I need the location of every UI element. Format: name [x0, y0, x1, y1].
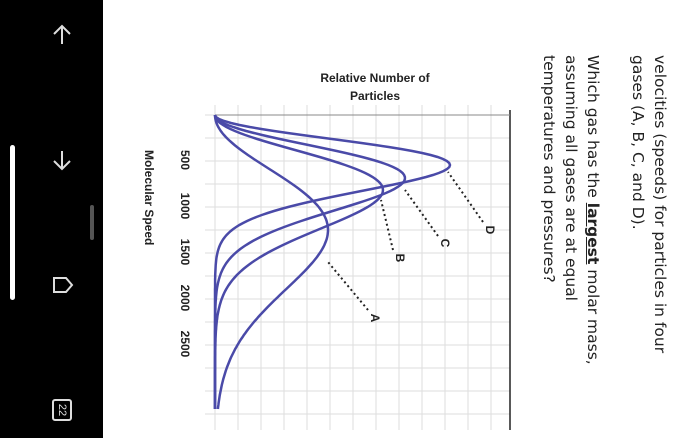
y-axis-label: Particles: [350, 89, 400, 103]
tabs-button[interactable]: [52, 399, 72, 421]
curve: [213, 114, 452, 409]
curve-label: B: [393, 254, 407, 263]
leader-line: [327, 261, 369, 311]
x-tick-label: 1500: [178, 239, 192, 266]
x-tick-label: 2500: [178, 331, 192, 358]
tag-icon[interactable]: [53, 277, 74, 293]
question-line: assuming all gases are at equal: [562, 55, 580, 301]
leader-line: [447, 171, 484, 223]
question-line: temperatures and pressures?: [540, 55, 558, 283]
scroll-thumb: [10, 145, 15, 300]
emphasis: largest: [584, 202, 602, 265]
chart-image: A B C D 500 1000 1500 2000 2500 Molecular Speed Re…: [142, 71, 511, 430]
x-tick-label: 500: [178, 150, 192, 170]
intro-line: velocities (speeds) for particles in fou…: [651, 55, 669, 354]
tab-count: 22: [56, 404, 68, 416]
curve-label: A: [368, 314, 382, 323]
intro-line: gases (A, B, C, and D).: [629, 55, 647, 230]
curve-label: C: [438, 239, 452, 248]
page-content: velocities (speeds) for particles in fou…: [103, 0, 683, 438]
x-tick-label: 2000: [178, 285, 192, 312]
x-tick-label: 1000: [178, 193, 192, 220]
y-axis-label: Relative Number of: [320, 71, 430, 85]
question-text: Which gas has the: [584, 55, 602, 203]
scroll-track: [90, 205, 94, 240]
question-text: molar mass,: [584, 264, 602, 365]
sidebar-bg: [0, 0, 103, 438]
sidebar: 22: [0, 0, 103, 438]
curve: [213, 114, 385, 409]
down-arrow[interactable]: [53, 151, 71, 171]
x-axis-label: Molecular Speed: [142, 150, 156, 245]
curve: [213, 114, 330, 410]
leader-line: [380, 199, 394, 251]
up-arrow[interactable]: [53, 24, 71, 44]
curve-label: D: [483, 226, 497, 235]
question-line: Which gas has the largest molar mass,: [583, 55, 603, 365]
